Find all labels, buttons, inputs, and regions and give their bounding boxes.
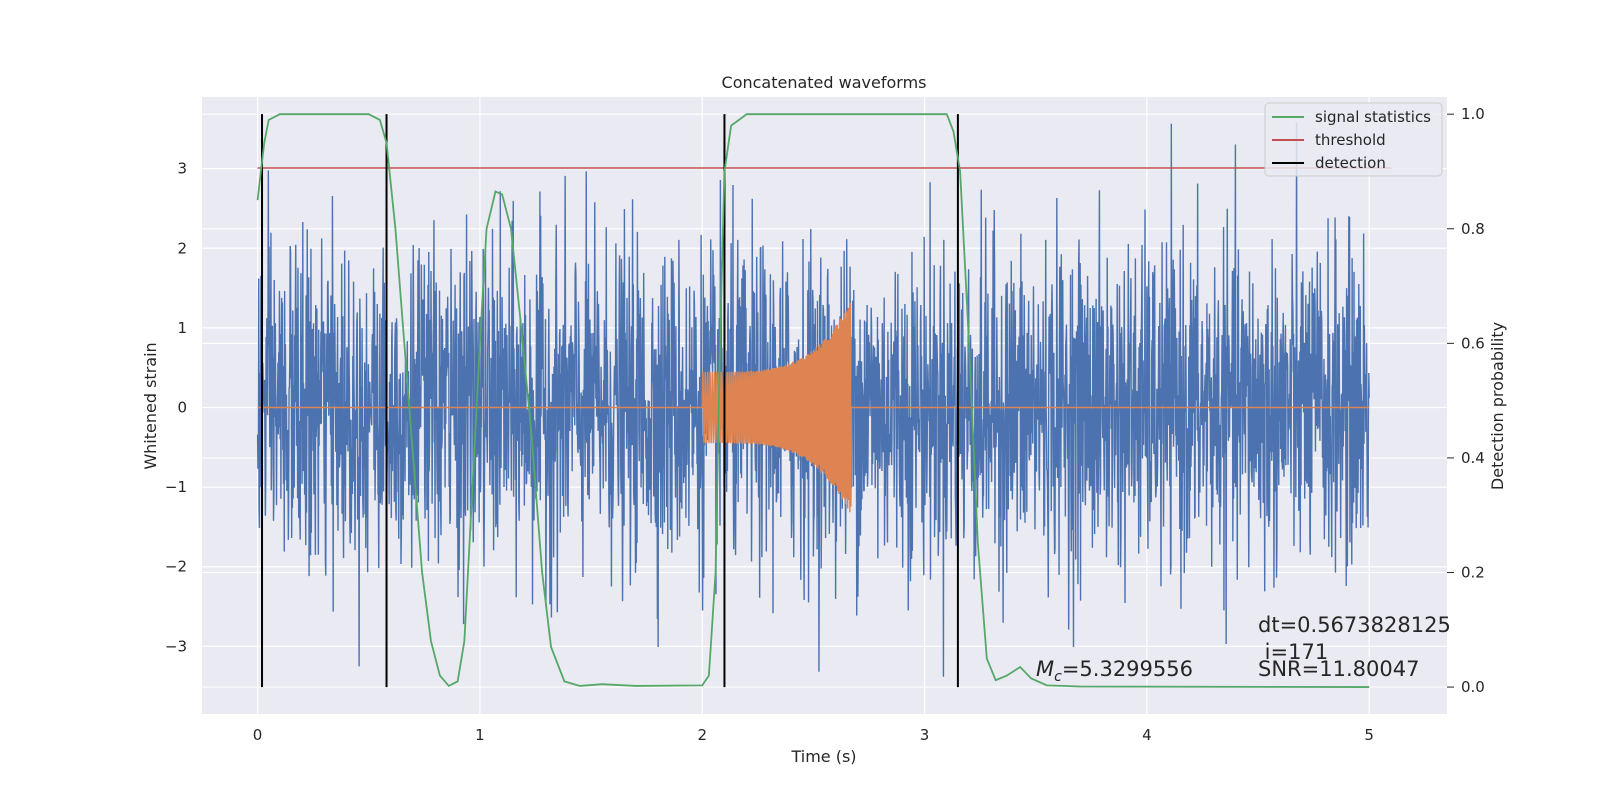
y2-axis-label: Detection probability xyxy=(1488,322,1507,490)
template-series xyxy=(257,303,1370,513)
y-tick-label-5: 2 xyxy=(177,239,187,257)
x-tick-label-3: 3 xyxy=(920,726,930,744)
y-tick-label-0: −3 xyxy=(165,637,187,655)
y-tick-label-1: −2 xyxy=(165,558,187,576)
y-tick-label-2: −1 xyxy=(165,478,187,496)
annotations: Mc=5.3299556 dt=0.5673828125 i=171 SNR=1… xyxy=(1036,613,1451,685)
y-tick-label-6: 3 xyxy=(177,160,187,178)
x-tick-label-2: 2 xyxy=(697,726,707,744)
y-axis-ticks: −3 −2 −1 0 1 2 3 xyxy=(165,160,187,656)
strain-line xyxy=(256,122,1370,677)
y2-tick-label-2: 0.4 xyxy=(1461,449,1485,467)
x-tick-label-1: 1 xyxy=(475,726,485,744)
legend-label-detection: detection xyxy=(1315,154,1386,172)
annotation-mc-symbol: M xyxy=(1036,657,1054,681)
chart-title: Concatenated waveforms xyxy=(722,73,927,92)
legend-box xyxy=(1264,102,1443,177)
y2-tick-label-1: 0.2 xyxy=(1461,563,1485,581)
signal-statistics-line xyxy=(256,113,1370,688)
detection-series xyxy=(261,114,959,688)
x-axis-label: Time (s) xyxy=(790,747,856,766)
annotation-dt: dt=0.5673828125 xyxy=(1258,613,1451,637)
template-waveform-line xyxy=(257,303,1370,513)
y-tick-label-4: 1 xyxy=(177,319,187,337)
plot-area xyxy=(202,97,1447,714)
y-axis-label: Whitened strain xyxy=(141,342,160,469)
annotation-mc: Mc=5.3299556 xyxy=(1036,657,1193,685)
y-tick-label-3: 0 xyxy=(177,398,187,416)
y2-axis-ticks: 0.0 0.2 0.4 0.6 0.8 1.0 xyxy=(1447,105,1485,696)
strain-series xyxy=(256,122,1370,677)
x-tick-label-0: 0 xyxy=(253,726,263,744)
annotation-i: i=171 xyxy=(1258,640,1328,664)
signal-statistics-series xyxy=(256,113,1370,688)
y2-tick-label-0: 0.0 xyxy=(1461,678,1485,696)
y2-tick-label-4: 0.8 xyxy=(1461,220,1485,238)
x-tick-label-4: 4 xyxy=(1142,726,1152,744)
legend-label-signal-statistics: signal statistics xyxy=(1315,108,1431,126)
y2-tick-label-3: 0.6 xyxy=(1461,334,1485,352)
legend: signal statistics threshold detection xyxy=(1264,102,1443,177)
annotation-mc-value: =5.3299556 xyxy=(1062,657,1193,681)
y2-tick-label-5: 1.0 xyxy=(1461,105,1485,123)
x-tick-label-5: 5 xyxy=(1364,726,1374,744)
x-axis-ticks: 0 1 2 3 4 5 xyxy=(253,726,1374,744)
annotation-mc-sub: c xyxy=(1054,669,1062,685)
annotation-snr: SNR=11.80047 xyxy=(1258,657,1419,681)
legend-label-threshold: threshold xyxy=(1315,131,1386,149)
